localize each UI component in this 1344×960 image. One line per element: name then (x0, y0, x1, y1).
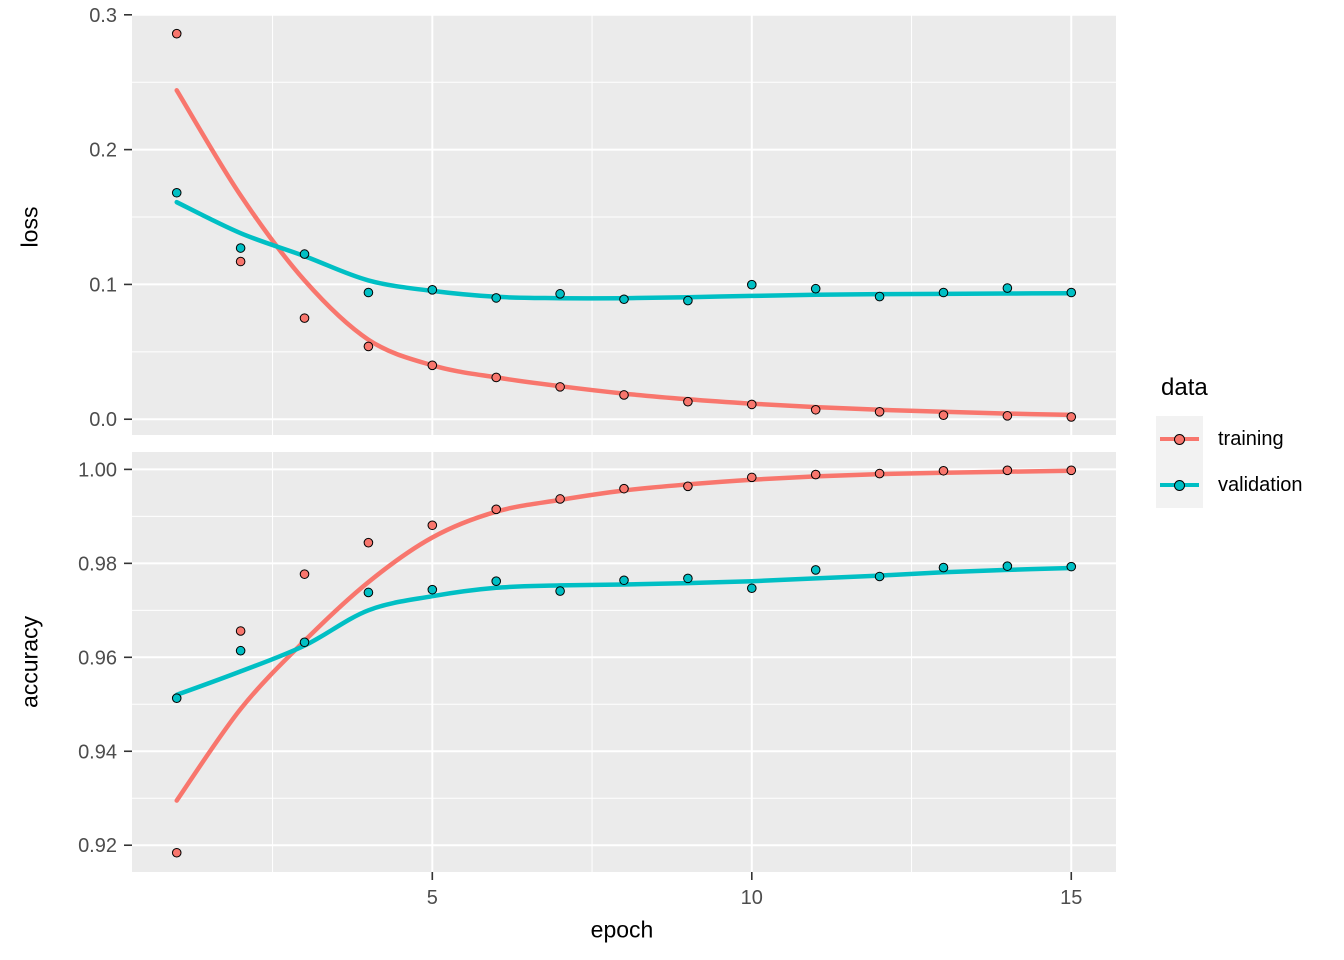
y-tick-label: 0.98 (78, 553, 117, 575)
data-point-training (683, 396, 693, 407)
legend: data training validation (1156, 374, 1303, 508)
data-point-training (938, 410, 949, 420)
data-point-training (619, 390, 629, 400)
data-point-validation (171, 693, 182, 703)
data-point-validation (619, 575, 629, 586)
legend-key-point-icon (1174, 433, 1185, 445)
data-point-validation (235, 645, 246, 656)
data-point-training (810, 469, 821, 480)
data-point-training (299, 313, 310, 323)
x-axis-title: epoch (590, 916, 654, 943)
data-point-validation (1002, 283, 1013, 293)
data-point-validation (299, 637, 310, 648)
data-point-validation (363, 287, 374, 298)
x-tick-label: 15 (1060, 887, 1082, 909)
data-point-training (235, 626, 246, 636)
legend-key-point-icon (1174, 479, 1185, 491)
y-tick-label: 0.94 (78, 741, 117, 763)
data-point-validation (874, 291, 885, 302)
data-point-training (619, 483, 629, 494)
data-point-validation (427, 285, 438, 295)
data-point-validation (491, 576, 502, 586)
smooth-line-validation (174, 199, 1074, 301)
legend-key-training (1156, 416, 1203, 462)
data-point-validation (938, 562, 949, 573)
data-point-validation (555, 586, 565, 596)
data-point-validation (1066, 287, 1077, 298)
data-point-training (299, 569, 310, 579)
data-point-validation (299, 249, 310, 259)
data-point-validation (1066, 561, 1077, 572)
data-point-training (555, 382, 565, 392)
legend-entry-training: training (1156, 416, 1303, 462)
data-point-validation (555, 289, 565, 299)
data-point-validation (938, 287, 949, 298)
y-tick-label: 0.92 (78, 835, 117, 857)
data-point-validation (746, 583, 757, 594)
data-point-training (1002, 411, 1013, 421)
data-point-training (491, 504, 502, 515)
data-point-training (363, 537, 374, 548)
data-point-training (1066, 465, 1077, 476)
data-point-training (491, 372, 502, 383)
data-point-validation (683, 295, 693, 306)
data-point-validation (810, 565, 821, 575)
data-point-validation (1002, 561, 1013, 571)
data-point-validation (619, 294, 629, 305)
legend-title: data (1161, 374, 1208, 401)
data-point-validation (491, 293, 502, 303)
x-tick-label: 10 (741, 887, 763, 909)
y-tick-label: 0.1 (89, 274, 117, 296)
y-tick-label: 0.0 (89, 409, 117, 431)
legend-label-validation: validation (1218, 473, 1303, 496)
data-point-training (171, 847, 182, 858)
data-point-validation (810, 283, 821, 294)
data-point-training (427, 520, 438, 531)
y-axis-title-accuracy: accuracy (16, 615, 43, 709)
data-point-training (235, 256, 246, 267)
data-point-training (1002, 465, 1013, 476)
data-point-training (874, 468, 885, 479)
data-point-training (746, 472, 757, 483)
smooth-line-validation (174, 565, 1074, 698)
y-tick-label: 0.2 (89, 140, 117, 162)
data-point-training (363, 341, 374, 352)
data-point-validation (235, 243, 246, 253)
panel-accuracy (132, 452, 1116, 872)
y-tick-label: 0.96 (78, 647, 117, 669)
data-point-training (1066, 412, 1077, 422)
legend-label-training: training (1218, 427, 1284, 450)
data-point-validation (683, 573, 693, 584)
data-point-training (746, 399, 757, 410)
data-point-training (171, 28, 182, 39)
y-tick-label: 0.3 (89, 5, 117, 27)
panel-loss (132, 14, 1116, 435)
data-point-training (427, 360, 438, 371)
data-point-training (874, 407, 885, 417)
y-tick-label: 1.00 (78, 459, 117, 481)
data-point-training (555, 494, 565, 504)
data-point-validation (746, 279, 757, 290)
legend-key-validation (1156, 462, 1203, 508)
data-point-training (938, 465, 949, 476)
data-point-validation (363, 587, 374, 598)
y-axis-title-loss: loss (16, 206, 43, 248)
data-point-validation (427, 584, 438, 595)
data-point-validation (874, 571, 885, 582)
data-point-validation (171, 187, 182, 198)
x-tick-label: 5 (427, 887, 438, 909)
smooth-line-training (174, 88, 1074, 418)
data-point-training (810, 404, 821, 415)
legend-entry-validation: validation (1156, 462, 1303, 508)
data-point-training (683, 481, 693, 492)
